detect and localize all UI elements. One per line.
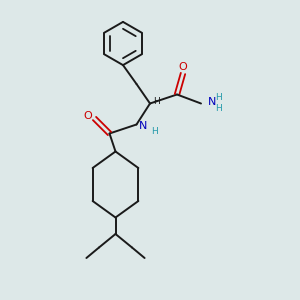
- Text: H: H: [215, 93, 222, 102]
- Text: O: O: [178, 62, 188, 72]
- Text: H: H: [151, 127, 158, 136]
- Text: O: O: [83, 110, 92, 121]
- Text: N: N: [208, 97, 216, 107]
- Text: H: H: [153, 97, 160, 106]
- Text: H: H: [215, 103, 222, 112]
- Text: N: N: [139, 121, 147, 131]
